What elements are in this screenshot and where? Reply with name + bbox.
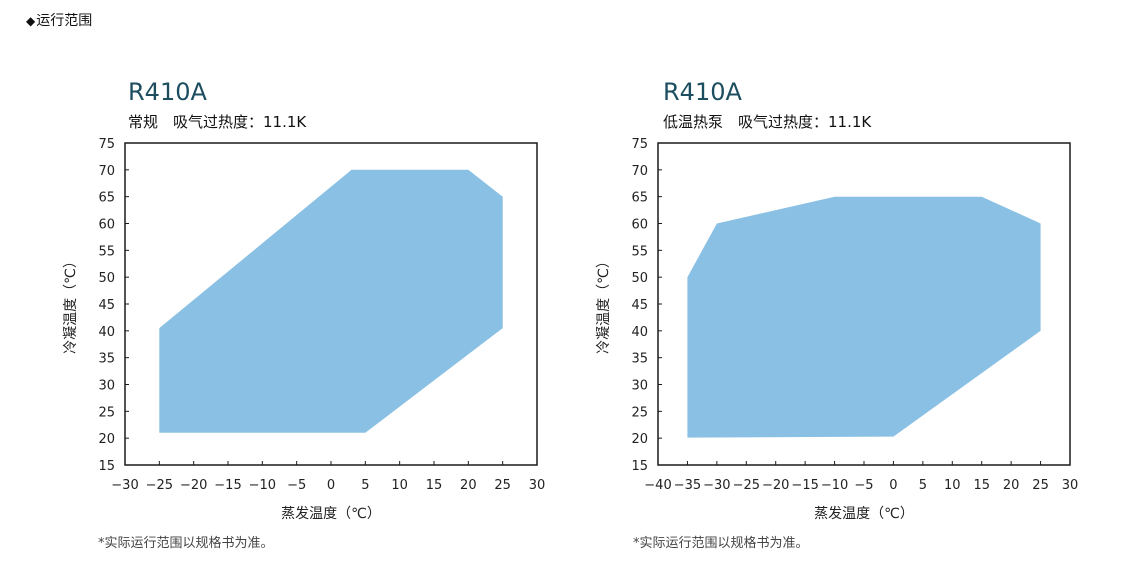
y-tick-label: 35: [631, 352, 648, 367]
x-tick-label: −25: [733, 478, 760, 493]
y-tick-label: 25: [98, 405, 115, 420]
chart-footnote: *实际运行范围以规格书为准。: [633, 536, 809, 551]
y-tick-label: 15: [631, 459, 648, 474]
y-tick-label: 30: [98, 379, 115, 394]
x-tick-label: 15: [973, 478, 990, 493]
y-tick-label: 75: [631, 137, 648, 152]
x-tick-label: −15: [791, 478, 818, 493]
operating-envelope-chart-low-temp: −40 −35 −30 −25 −20 −15 −10 −5 0 5 10 15 20 25 30 15 20 2…: [596, 137, 1079, 522]
y-tick-label: 45: [98, 298, 115, 313]
chart-title: R410A: [128, 78, 207, 106]
x-tick-label: −20: [180, 478, 207, 493]
y-tick-label: 60: [98, 218, 115, 233]
chart-title: R410A: [663, 78, 742, 106]
y-tick-label: 50: [631, 271, 648, 286]
operating-envelope-chart-standard: −30 −25 −20 −15 −10 −5 0 5 10 15 20 25 30 15 20 25 30 35 4…: [63, 137, 546, 522]
x-tick-label: 5: [919, 478, 927, 493]
x-tick-label: 20: [460, 478, 477, 493]
x-axis-label: 蒸发温度（℃）: [281, 506, 381, 522]
x-tick-label: −30: [703, 478, 730, 493]
y-tick-label: 35: [98, 352, 115, 367]
x-tick-label: −20: [762, 478, 789, 493]
y-tick-label: 25: [631, 405, 648, 420]
x-tick-label: 15: [426, 478, 443, 493]
chart-subtitle: 低温热泵 吸气过热度：11.1K: [663, 113, 872, 131]
y-tick-label: 75: [98, 137, 115, 152]
x-tick-label: −15: [214, 478, 241, 493]
x-tick-label: 0: [327, 478, 335, 493]
x-tick-label: −40: [644, 478, 671, 493]
x-tick-label: −30: [111, 478, 138, 493]
x-tick-label: 0: [889, 478, 897, 493]
y-tick-label: 65: [98, 191, 115, 206]
x-tick-label: −5: [287, 478, 306, 493]
operating-envelope-area: [687, 196, 1041, 438]
y-tick-label: 40: [631, 325, 648, 340]
chart-subtitle: 常规 吸气过热度：11.1K: [128, 113, 307, 131]
y-tick-label: 30: [631, 379, 648, 394]
x-tick-label: 10: [391, 478, 408, 493]
chart-footnote: *实际运行范围以规格书为准。: [98, 536, 274, 551]
chart-panel-low-temp-heat-pump: R410A 低温热泵 吸气过热度：11.1K −40 −35 −30 −25 −20 −1…: [535, 0, 1105, 572]
y-tick-label: 50: [98, 271, 115, 286]
y-tick-label: 65: [631, 191, 648, 206]
x-tick-label: 5: [361, 478, 369, 493]
x-tick-label: 25: [1032, 478, 1049, 493]
x-tick-label: −5: [854, 478, 873, 493]
y-tick-label: 20: [631, 432, 648, 447]
diamond-marker-icon: ◆: [26, 14, 36, 28]
x-tick-label: −35: [674, 478, 701, 493]
y-tick-label: 20: [98, 432, 115, 447]
x-axis-label: 蒸发温度（℃）: [814, 506, 914, 522]
y-tick-label: 15: [98, 459, 115, 474]
x-tick-label: −10: [249, 478, 276, 493]
section-title: ◆运行范围: [26, 10, 92, 30]
y-tick-label: 70: [631, 164, 648, 179]
x-tick-label: 30: [1062, 478, 1079, 493]
chart-panel-standard: R410A 常规 吸气过热度：11.1K −30 −25 −20 −15 −10 −5 0 5…: [63, 78, 546, 551]
y-tick-label: 45: [631, 298, 648, 313]
x-tick-label: 10: [944, 478, 961, 493]
y-tick-label: 40: [98, 325, 115, 340]
x-tick-label: 20: [1003, 478, 1020, 493]
y-tick-label: 70: [98, 164, 115, 179]
y-tick-label: 60: [631, 218, 648, 233]
x-tick-label: −25: [146, 478, 173, 493]
y-tick-label: 55: [98, 244, 115, 259]
x-tick-label: −10: [821, 478, 848, 493]
y-tick-label: 55: [631, 244, 648, 259]
section-title-text: 运行范围: [36, 13, 93, 29]
y-axis-label: 冷凝温度（℃）: [63, 254, 79, 354]
x-tick-label: 25: [494, 478, 511, 493]
operating-envelope-area: [159, 169, 503, 433]
y-axis-label: 冷凝温度（℃）: [596, 254, 612, 354]
x-tick-label: 30: [529, 478, 546, 493]
